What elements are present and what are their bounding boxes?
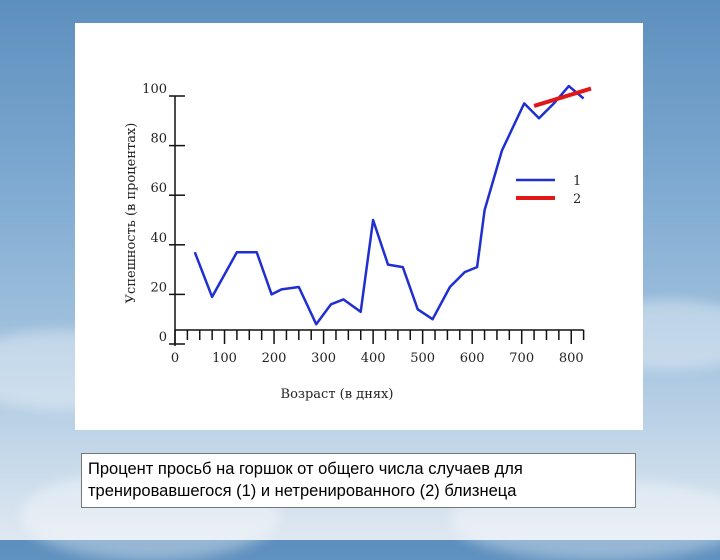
x-tick-label: 100 bbox=[212, 351, 237, 366]
x-tick-label: 200 bbox=[262, 351, 287, 366]
y-tick-label: 80 bbox=[150, 132, 167, 147]
legend: 12 bbox=[516, 174, 581, 207]
series-line-1 bbox=[193, 84, 585, 326]
chart-panel: 0 20 40 60 80 100 0 100 200 300 400 500 600 700 800 1… bbox=[75, 23, 643, 430]
x-tick-label: 400 bbox=[361, 351, 386, 366]
y-tick-label: 100 bbox=[142, 82, 167, 97]
x-tick-label: 500 bbox=[410, 351, 435, 366]
y-tick-label: 40 bbox=[150, 231, 167, 246]
caption-text: Процент просьб на горшок от общего числа… bbox=[88, 460, 523, 500]
line-chart: 0 20 40 60 80 100 0 100 200 300 400 500 600 700 800 1… bbox=[124, 82, 592, 402]
y-tick-label: 60 bbox=[150, 181, 167, 196]
x-tick-label: 600 bbox=[460, 351, 485, 366]
caption-box: Процент просьб на горшок от общего числа… bbox=[81, 453, 636, 508]
legend-label-1: 1 bbox=[573, 174, 581, 189]
x-tick-label: 700 bbox=[509, 351, 534, 366]
y-axis-label: Успешность (в процентах) bbox=[124, 123, 139, 304]
x-tick-label: 300 bbox=[311, 351, 336, 366]
series-line-2 bbox=[533, 86, 592, 108]
x-tick-label: 800 bbox=[559, 351, 584, 366]
y-axis: 0 20 40 60 80 100 bbox=[142, 82, 185, 346]
x-tick-label: 0 bbox=[171, 351, 179, 366]
x-axis: 0 100 200 300 400 500 600 700 800 bbox=[171, 329, 585, 366]
y-tick-label: 20 bbox=[150, 280, 167, 295]
legend-label-2: 2 bbox=[573, 192, 581, 207]
series-layer bbox=[193, 84, 592, 326]
x-axis-label: Возраст (в днях) bbox=[281, 387, 394, 402]
y-tick-label: 0 bbox=[159, 330, 167, 345]
